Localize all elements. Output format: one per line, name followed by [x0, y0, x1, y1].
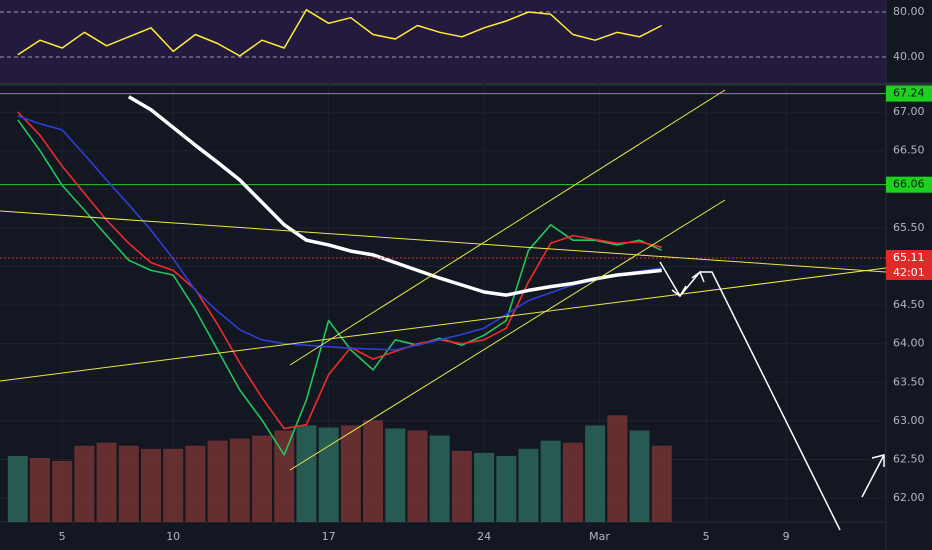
arrow [861, 454, 885, 498]
x-tick-label: 24 [477, 530, 491, 543]
volume-bar [185, 445, 206, 522]
y-tick-label: 62.50 [893, 452, 925, 465]
trend-line [0, 267, 887, 382]
x-tick-label: 5 [59, 530, 66, 543]
x-tick-label: Mar [589, 530, 610, 543]
volume-bar [629, 430, 650, 522]
x-tick-label: 17 [322, 530, 336, 543]
ma-line [17, 119, 663, 456]
arrow-head [671, 285, 687, 298]
volume-bar [429, 435, 450, 522]
volume-bar [118, 445, 139, 522]
arrow-head [691, 270, 705, 283]
y-tick-label: 63.50 [893, 375, 925, 388]
level-tag [886, 176, 932, 193]
y-tick-label: 64.50 [893, 298, 925, 311]
volume-bar [651, 445, 672, 522]
y-tick-label: 67.00 [893, 105, 925, 118]
y-tick-label: 62.00 [893, 491, 925, 504]
volume-bar [585, 425, 606, 522]
level-tag [886, 85, 932, 102]
volume-bar [518, 448, 539, 522]
ma-line [127, 95, 662, 297]
x-tick-label: 5 [703, 530, 710, 543]
volume-bar [163, 448, 184, 522]
volume-bar [296, 425, 317, 522]
rsi-pane [0, 0, 886, 82]
volume-bar [74, 445, 95, 522]
rsi-tick-label: 80.00 [893, 5, 925, 18]
volume-bar [562, 442, 583, 522]
volume-bar [474, 452, 495, 522]
last-price-tag [886, 250, 932, 280]
trend-line [289, 199, 726, 471]
x-tick-label: 9 [783, 530, 790, 543]
rsi-tick-label: 40.00 [893, 50, 925, 63]
level-label: 67.24 [893, 87, 925, 100]
x-tick-label: 10 [166, 530, 180, 543]
plot [0, 0, 886, 522]
trend-line [0, 210, 887, 273]
volume-bar [385, 428, 406, 522]
volume-bar [252, 435, 273, 522]
countdown-label: 42:01 [893, 266, 925, 279]
volume-bar [229, 438, 250, 522]
arrow-head [871, 454, 885, 467]
volume-bar [607, 415, 628, 522]
ma-line [17, 115, 662, 351]
volume-bar [318, 427, 339, 522]
volume-bar [340, 425, 361, 522]
volume-bar [496, 455, 517, 522]
volume-bar [52, 461, 73, 522]
volume-bar [7, 455, 28, 522]
volume-bar [363, 420, 384, 522]
drawings [0, 89, 887, 471]
volume-bar [407, 430, 428, 522]
y-tick-label: 63.00 [893, 414, 925, 427]
ma-line [17, 111, 662, 430]
trend-line [289, 89, 726, 366]
volume-bar [29, 457, 50, 522]
volume-bar [141, 448, 161, 522]
last-price-label: 65.11 [893, 251, 925, 264]
y-tick-label: 64.00 [893, 337, 925, 350]
arrows [659, 261, 885, 531]
volume-bar [96, 442, 117, 522]
volume-bar [274, 430, 295, 522]
rsi-line [17, 9, 663, 57]
volume-bar [540, 440, 561, 522]
y-tick-label: 65.50 [893, 221, 925, 234]
volume-bar [207, 440, 228, 522]
y-tick-label: 66.50 [893, 144, 925, 157]
level-label: 66.06 [893, 178, 925, 191]
volume-bar [451, 450, 472, 522]
